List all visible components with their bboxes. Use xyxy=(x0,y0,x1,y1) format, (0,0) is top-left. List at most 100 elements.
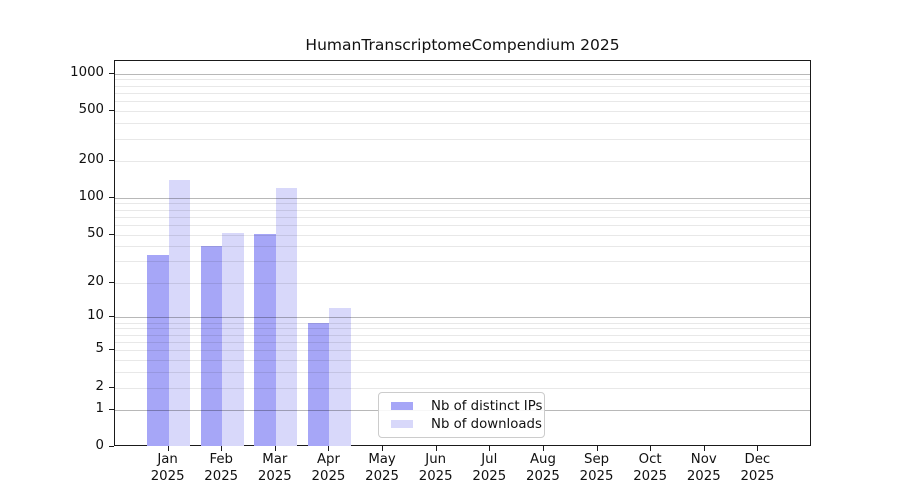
x-tick-month: Jan xyxy=(157,452,178,467)
legend-row-downloads: Nb of downloads xyxy=(391,415,544,433)
y-tick-label-20: 20 xyxy=(87,273,104,289)
x-tick-year: 2025 xyxy=(472,468,507,484)
x-tick-label-oct: Oct 2025 xyxy=(618,452,682,485)
legend-label-downloads: Nb of downloads xyxy=(431,416,542,432)
x-tick-month: Feb xyxy=(209,452,233,467)
y-tick-label-0: 0 xyxy=(95,438,104,453)
legend-swatch-downloads xyxy=(391,420,413,428)
x-tick-mark-jun xyxy=(435,446,437,451)
gridline-7 xyxy=(115,334,810,336)
x-tick-year: 2025 xyxy=(311,468,346,484)
gridline-300 xyxy=(115,138,810,140)
gridline-900 xyxy=(115,79,810,81)
x-tick-month: Jul xyxy=(481,452,498,467)
bar-downloads-jan xyxy=(168,179,191,446)
legend-label-distinct-ips: Nb of distinct IPs xyxy=(431,398,543,414)
gridline-70 xyxy=(115,216,810,218)
y-tick-mark-20 xyxy=(109,281,114,283)
x-tick-label-mar: Mar 2025 xyxy=(243,452,307,485)
x-tick-year: 2025 xyxy=(686,468,721,484)
y-tick-label-5: 5 xyxy=(95,341,104,357)
x-tick-mark-sep xyxy=(596,446,598,451)
gridline-400 xyxy=(115,123,810,125)
gridline-500 xyxy=(115,111,810,113)
x-tick-label-nov: Nov 2025 xyxy=(672,452,736,485)
x-tick-month: Jun xyxy=(425,452,447,467)
gridline-60 xyxy=(115,224,810,226)
bar-distinct-ips-jan xyxy=(147,254,169,446)
gridline-20 xyxy=(115,282,810,284)
y-tick-label-500: 500 xyxy=(78,102,104,118)
plot-area xyxy=(114,60,811,446)
bar-distinct-ips-feb xyxy=(200,246,223,446)
x-tick-label-may: May 2025 xyxy=(350,452,414,485)
y-tick-label-50: 50 xyxy=(87,225,104,241)
x-tick-label-dec: Dec 2025 xyxy=(725,452,789,485)
x-tick-year: 2025 xyxy=(150,468,185,484)
x-tick-month: Nov xyxy=(690,452,717,467)
y-tick-mark-1000 xyxy=(109,72,114,74)
x-tick-month: Sep xyxy=(584,452,610,467)
legend-swatch-distinct-ips xyxy=(391,402,413,410)
y-tick-label-10: 10 xyxy=(87,308,104,324)
x-tick-label-apr: Apr 2025 xyxy=(296,452,360,485)
bar-downloads-apr xyxy=(329,308,351,446)
y-tick-mark-2 xyxy=(109,386,114,388)
x-tick-month: May xyxy=(368,452,396,467)
x-tick-year: 2025 xyxy=(526,468,560,484)
x-tick-mark-dec xyxy=(757,446,759,451)
gridline-50 xyxy=(115,234,810,236)
x-tick-mark-aug xyxy=(542,446,544,451)
y-tick-label-100: 100 xyxy=(78,188,104,204)
gridline-6 xyxy=(115,341,810,343)
gridline-40 xyxy=(115,246,810,248)
x-tick-year: 2025 xyxy=(204,468,239,484)
chart-title: HumanTranscriptomeCompendium 2025 xyxy=(305,36,620,54)
y-tick-mark-0 xyxy=(109,446,114,447)
gridline-5 xyxy=(115,350,810,352)
x-tick-month: Aug xyxy=(529,452,556,467)
bars-layer xyxy=(115,61,810,446)
x-tick-mark-feb xyxy=(221,446,223,451)
x-tick-month: Mar xyxy=(262,452,288,467)
x-tick-year: 2025 xyxy=(365,468,399,484)
gridline-9 xyxy=(115,322,810,324)
y-tick-label-1: 1 xyxy=(95,400,104,416)
y-tick-mark-100 xyxy=(109,196,114,198)
x-tick-mark-apr xyxy=(328,446,330,451)
x-tick-year: 2025 xyxy=(257,468,292,484)
gridline-4 xyxy=(115,360,810,362)
x-tick-label-jan: Jan 2025 xyxy=(136,452,200,485)
bar-downloads-feb xyxy=(222,232,244,446)
gridline-8 xyxy=(115,328,810,330)
gridline-10 xyxy=(115,317,810,319)
x-tick-label-feb: Feb 2025 xyxy=(189,452,253,485)
x-tick-mark-may xyxy=(382,446,384,451)
x-tick-mark-mar xyxy=(274,446,276,451)
legend: Nb of distinct IPs Nb of downloads xyxy=(378,392,545,438)
x-tick-label-aug: Aug 2025 xyxy=(511,452,575,485)
x-tick-mark-oct xyxy=(650,446,652,451)
y-tick-mark-5 xyxy=(109,349,114,351)
y-tick-label-1000: 1000 xyxy=(70,64,104,80)
bar-downloads-mar xyxy=(275,187,298,446)
grid-layer xyxy=(115,61,810,445)
x-tick-year: 2025 xyxy=(740,468,775,484)
gridline-700 xyxy=(115,93,810,95)
x-tick-label-sep: Sep 2025 xyxy=(565,452,629,485)
gridline-600 xyxy=(115,101,810,103)
x-tick-label-jun: Jun 2025 xyxy=(404,452,468,485)
x-tick-month: Dec xyxy=(744,452,771,467)
x-tick-label-jul: Jul 2025 xyxy=(457,452,521,485)
x-tick-mark-jul xyxy=(489,446,491,451)
gridline-100 xyxy=(115,197,810,199)
gridline-800 xyxy=(115,85,810,87)
x-tick-year: 2025 xyxy=(633,468,668,484)
x-tick-month: Apr xyxy=(316,452,340,467)
y-tick-mark-1 xyxy=(109,408,114,410)
y-tick-label-2: 2 xyxy=(95,378,104,394)
y-tick-mark-10 xyxy=(109,316,114,318)
gridline-30 xyxy=(115,261,810,263)
gridline-200 xyxy=(115,160,810,162)
